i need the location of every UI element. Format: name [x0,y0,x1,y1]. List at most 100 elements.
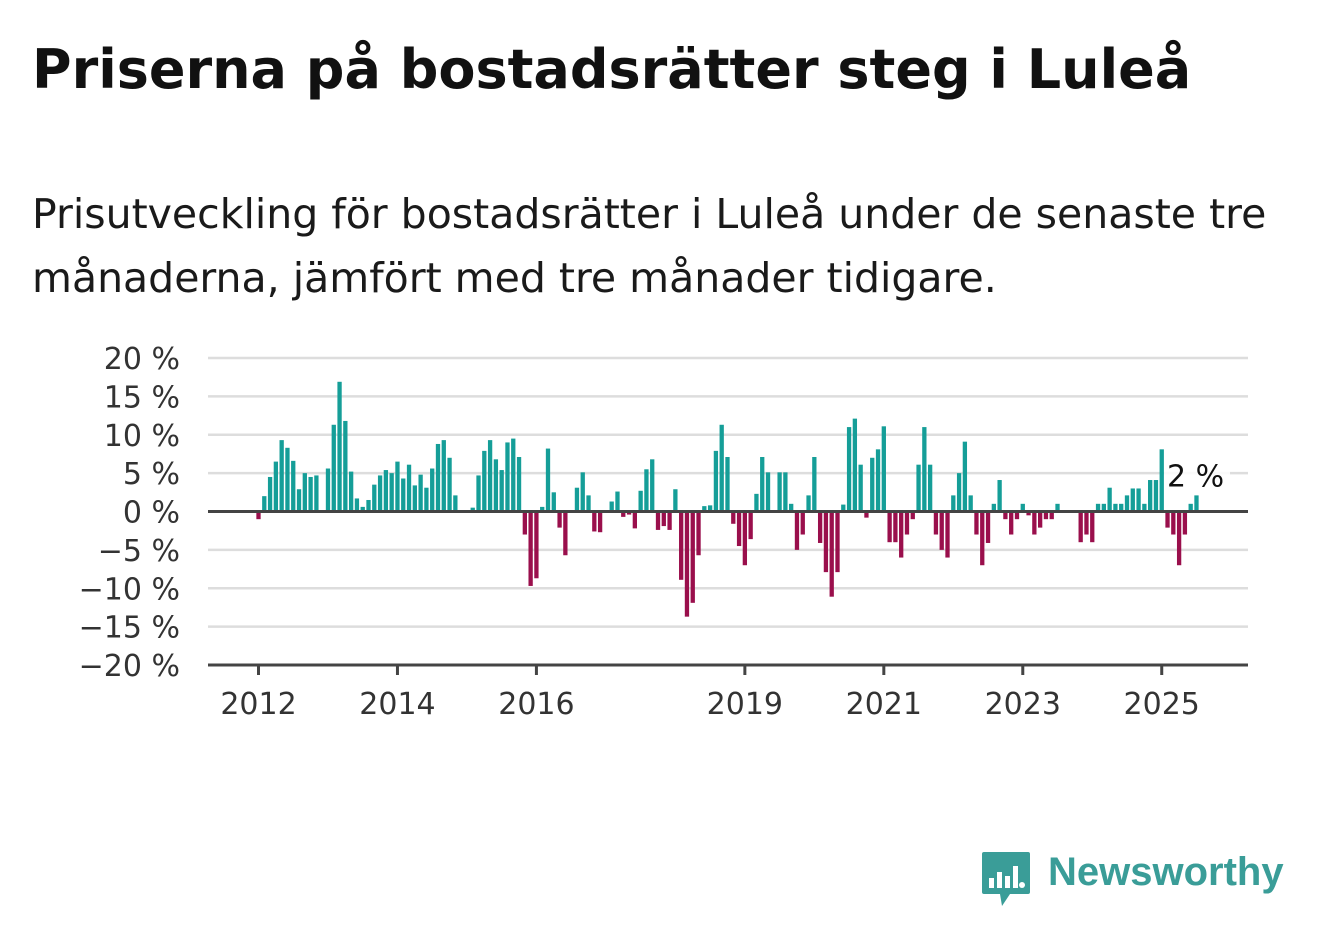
bar [985,511,991,543]
bar [337,381,342,512]
y-axis-labels: 20 %15 % 10 %5 % 0 %−5 %−10 % −15 %−20 % [79,342,180,684]
bar [395,461,400,512]
bar [632,511,637,529]
bar [1182,511,1188,535]
bar [679,511,684,580]
bar [667,511,672,530]
bar [262,496,267,512]
y-tick-label: −20 % [79,649,180,684]
x-tick-label: 2019 [707,687,783,722]
bar [1165,511,1170,528]
grid-lines [208,356,1248,628]
bar [522,511,527,535]
chart-title: Priserna på bostadsrätter steg i Luleå [32,38,1192,101]
bar [447,457,452,512]
bar [412,485,417,512]
x-tick-label: 2023 [985,687,1061,722]
bar [864,511,869,518]
bar [626,511,632,515]
bar [916,464,921,512]
bar [1084,511,1089,535]
bar [748,511,753,540]
bar [760,457,765,512]
bar [939,511,944,550]
bar [545,448,551,512]
y-tick-label: 10 % [104,419,180,454]
bar [823,511,829,573]
bar [783,472,788,512]
y-tick-label: −10 % [79,572,180,607]
bar [980,511,985,566]
bar [991,503,996,512]
bar [580,472,585,512]
x-tick-label: 2016 [498,687,574,722]
bar [806,495,811,512]
bar [302,473,307,512]
bar [1101,503,1106,512]
bar [951,495,956,512]
bar [499,470,504,512]
bar [487,440,493,512]
bar [1136,488,1141,512]
bar [354,498,360,512]
bar [1142,503,1147,512]
bar [453,495,458,512]
bar [540,506,545,512]
bar [418,474,423,512]
bar-chart: 20 %15 % 10 %5 % 0 %−5 %−10 % −15 %−20 % 20… [79,342,1248,722]
bar [1107,487,1112,512]
bar [945,511,950,558]
bar [887,511,892,543]
bar [1119,503,1124,512]
end-value-label: 2 % [1167,459,1224,494]
bar [551,492,556,512]
brand-name: Newsworthy [1048,850,1284,894]
bar [621,511,626,517]
x-tick-label: 2012 [220,687,296,722]
bar [870,457,875,512]
bar [742,511,748,566]
bar [1078,511,1083,543]
annotations: 2 % [1164,454,1230,495]
bar [1124,495,1130,512]
bar [829,511,834,597]
bar [597,511,603,533]
bar [1009,511,1014,535]
x-tick-label: 2025 [1124,687,1200,722]
bar [927,464,933,512]
bar [291,460,296,512]
bar [586,495,591,512]
y-tick-label: 15 % [104,380,180,415]
y-tick-label: −15 % [79,611,180,646]
bar [754,493,759,512]
bar [1090,511,1095,543]
bar [348,471,354,512]
bar [852,418,858,512]
bar [372,484,377,512]
bar [846,427,852,512]
bar [1020,503,1025,512]
bar [285,447,290,512]
bar [383,470,389,512]
bar [377,475,383,512]
end-label-background [1164,454,1230,495]
axes [208,510,1248,667]
bar [731,511,736,524]
bar [1003,511,1008,520]
bar [789,503,794,512]
bar [661,511,666,527]
bar [563,511,568,556]
bar [1032,511,1037,535]
bars [256,381,1199,617]
bar [713,450,719,512]
bar [406,464,412,512]
bar [609,501,614,512]
bar [777,472,782,512]
bar [1113,503,1118,512]
bar [360,506,365,512]
bar [325,468,331,512]
bar [366,499,371,512]
bar [557,511,562,528]
bar [430,468,435,512]
bar [592,511,597,532]
